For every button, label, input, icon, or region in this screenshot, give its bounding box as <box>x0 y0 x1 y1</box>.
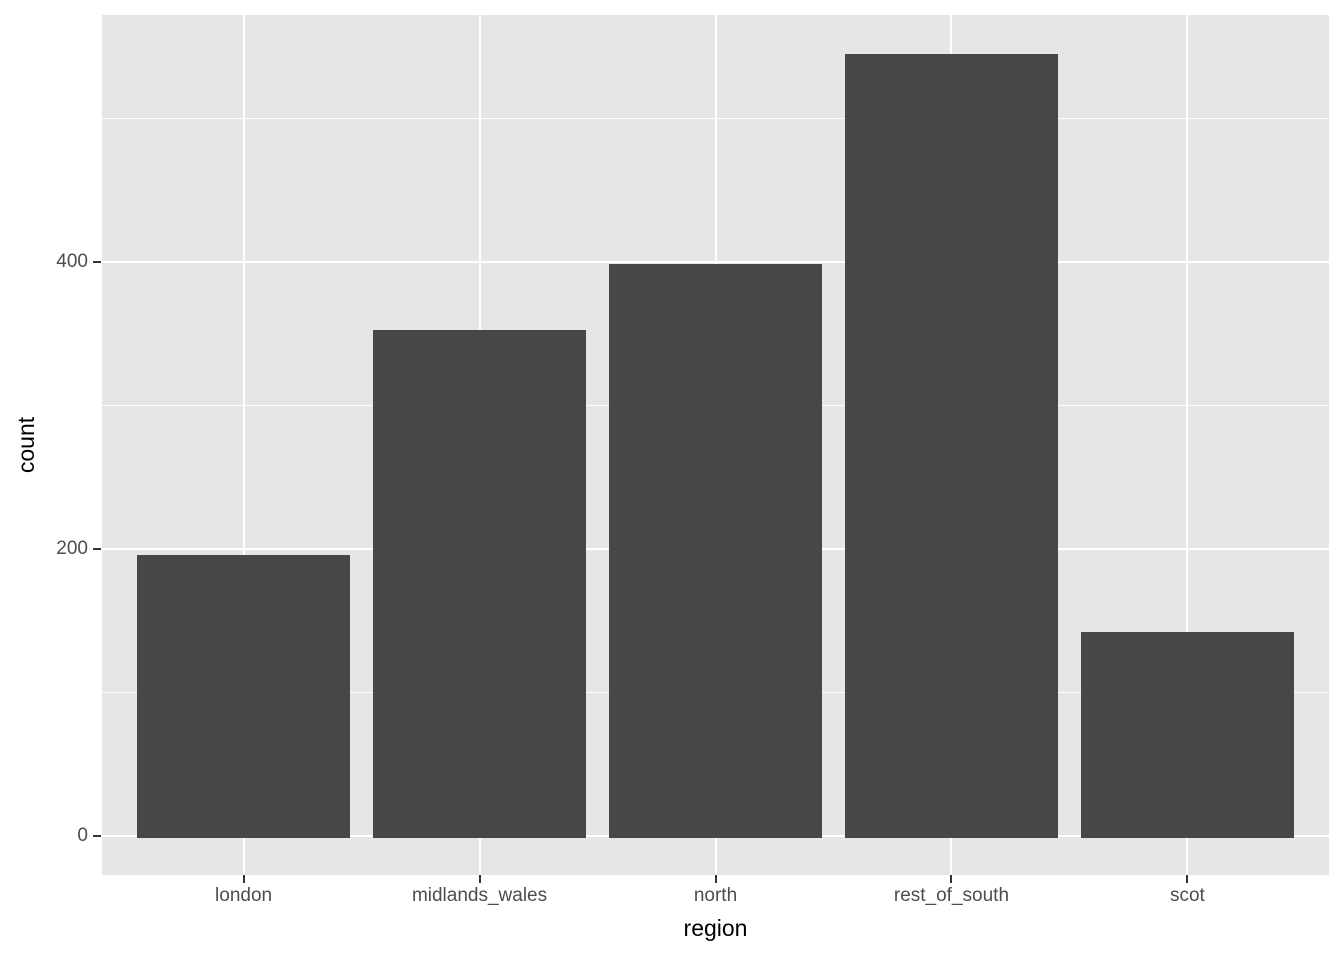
y-tick-mark-200 <box>93 548 101 550</box>
x-tick-label: north <box>693 885 738 906</box>
x-tick-mark-london <box>242 875 245 883</box>
y-axis-title: count <box>13 416 39 474</box>
x-tick-mark-midlands_wales <box>478 875 481 883</box>
x-tick-mark-north <box>714 875 717 883</box>
bar-midlands_wales <box>373 329 586 838</box>
plot-panel <box>102 15 1329 875</box>
x-tick-mark-scot <box>1186 875 1189 883</box>
bar-north <box>609 263 822 838</box>
bar-scot <box>1081 632 1294 838</box>
y-tick-label: 200 <box>56 538 88 559</box>
x-tick-label: london <box>215 885 273 906</box>
y-tick-mark-400 <box>93 261 101 264</box>
x-tick-label: midlands_wales <box>411 885 548 906</box>
x-axis-title: region <box>683 915 748 941</box>
x-tick-label: scot <box>1169 885 1205 906</box>
x-tick-mark-rest_of_south <box>950 875 953 883</box>
y-tick-label: 400 <box>56 251 88 273</box>
bar-rest_of_south <box>845 54 1058 838</box>
major-gridline-x-london <box>242 15 245 875</box>
y-tick-mark-0 <box>93 834 101 837</box>
x-tick-label: rest_of_south <box>893 885 1010 906</box>
y-tick-label: 0 <box>77 824 88 846</box>
major-gridline-x-scot <box>1186 15 1189 875</box>
bar-london <box>137 554 350 838</box>
